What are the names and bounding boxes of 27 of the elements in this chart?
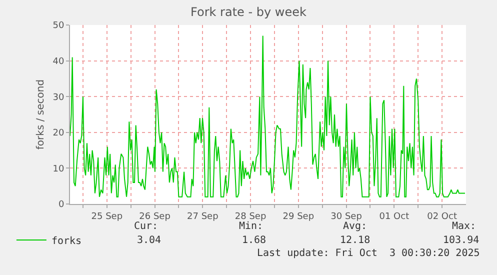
y-tick-label: 10 (52, 164, 64, 174)
y-tick-label: 30 (52, 92, 64, 103)
chart-title: Fork rate - by week (190, 5, 306, 20)
x-tick-label: 25 Sep (91, 212, 123, 222)
text: Last update: Fri Oct 3 00:30:20 2025 (257, 248, 480, 259)
x-tick-label: 29 Sep (282, 212, 314, 222)
text: Max: (452, 221, 476, 232)
text: 103.94 (443, 235, 480, 246)
y-tick-label: 50 (52, 21, 64, 32)
x-tick-label: 30 Sep (330, 212, 362, 222)
text: Cur: (134, 221, 158, 232)
text: Avg: (343, 221, 368, 232)
text: Min: (239, 221, 264, 232)
text: 3.04 (137, 235, 162, 246)
y-tick-label: 20 (52, 128, 64, 139)
y-axis-title: forks / second (36, 79, 47, 150)
x-tick-label: 28 Sep (234, 212, 266, 222)
x-tick-label: 26 Sep (139, 212, 171, 222)
y-tick-label: 40 (52, 56, 64, 67)
line-series (70, 35, 466, 198)
text: 1.68 (242, 235, 266, 246)
x-tick-label: 27 Sep (187, 212, 219, 222)
text: 12.18 (340, 235, 370, 246)
legend-label: forks (51, 236, 82, 247)
x-tick-label: 01 Oct (379, 212, 410, 222)
x-tick-label: 02 Oct (427, 212, 458, 222)
y-tick-label: 0 (58, 200, 64, 210)
